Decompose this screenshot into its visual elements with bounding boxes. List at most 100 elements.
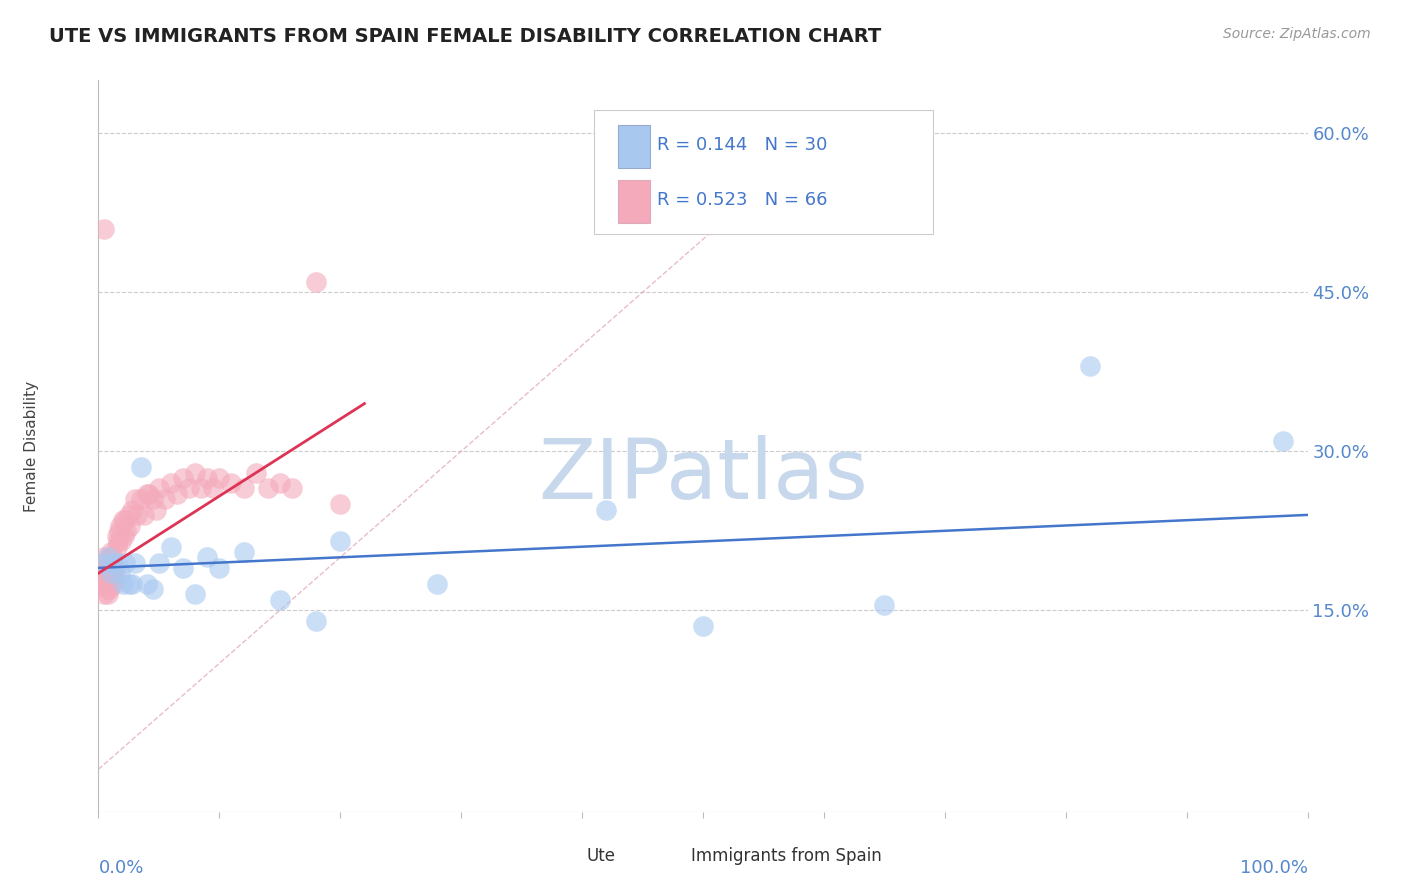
Point [129, 460, 152, 475]
Point [114, 513, 136, 527]
Point [281, 482, 304, 496]
Point [94, 572, 117, 586]
Point [202, 482, 225, 496]
Text: R = 0.523   N = 66: R = 0.523 N = 66 [657, 191, 828, 209]
Point [100, 566, 122, 581]
Point [105, 529, 128, 543]
Point [1272, 434, 1295, 448]
Point [134, 508, 156, 522]
Point [329, 497, 352, 511]
Point [97, 566, 120, 581]
Point [148, 482, 170, 496]
Point [111, 513, 134, 527]
Point [148, 556, 170, 570]
Point [93, 556, 115, 570]
Point [100, 550, 122, 565]
Point [232, 545, 254, 559]
Point [100, 566, 122, 581]
Point [269, 592, 291, 607]
Point [97, 587, 120, 601]
Text: Immigrants from Spain: Immigrants from Spain [690, 847, 882, 864]
Point [172, 471, 194, 485]
Point [101, 556, 124, 570]
Point [172, 561, 194, 575]
Point [245, 466, 267, 480]
Point [873, 598, 896, 612]
Point [108, 566, 131, 581]
Point [129, 491, 152, 506]
Point [100, 556, 122, 570]
Point [104, 561, 127, 575]
Point [98, 582, 121, 596]
Point [93, 576, 115, 591]
Point [184, 587, 207, 601]
Point [208, 561, 231, 575]
Text: 100.0%: 100.0% [1240, 859, 1308, 877]
Point [105, 540, 128, 554]
Point [329, 534, 352, 549]
Point [190, 482, 212, 496]
Point [124, 491, 146, 506]
Point [118, 576, 141, 591]
Point [305, 275, 328, 289]
Point [97, 576, 120, 591]
Point [232, 482, 254, 496]
Point [105, 556, 128, 570]
Point [153, 491, 176, 506]
Point [114, 556, 136, 570]
Point [100, 545, 122, 559]
Point [118, 508, 141, 522]
Point [166, 486, 188, 500]
FancyBboxPatch shape [550, 840, 581, 871]
Point [221, 476, 243, 491]
Point [103, 576, 125, 591]
Point [692, 619, 714, 633]
Text: ZIPatlas: ZIPatlas [538, 434, 868, 516]
Point [93, 221, 115, 235]
Point [142, 491, 165, 506]
Text: Female Disability: Female Disability [24, 380, 39, 512]
Point [111, 576, 134, 591]
Point [108, 524, 131, 538]
Point [94, 561, 117, 575]
Text: 0.0%: 0.0% [98, 859, 143, 877]
Text: Ute: Ute [586, 847, 616, 864]
Point [104, 572, 127, 586]
Point [110, 534, 132, 549]
Point [256, 482, 278, 496]
Point [179, 482, 201, 496]
Point [127, 508, 149, 522]
Point [135, 486, 157, 500]
FancyBboxPatch shape [619, 125, 650, 168]
Point [91, 556, 114, 570]
Point [142, 582, 165, 596]
Point [96, 566, 118, 581]
Point [93, 587, 115, 601]
FancyBboxPatch shape [595, 110, 932, 234]
Point [103, 566, 125, 581]
Point [97, 550, 120, 565]
FancyBboxPatch shape [619, 180, 650, 223]
Point [426, 576, 449, 591]
Point [145, 502, 167, 516]
Point [121, 576, 143, 591]
Point [1078, 359, 1101, 374]
Point [100, 576, 122, 591]
Point [121, 502, 143, 516]
Point [100, 561, 122, 575]
Point [269, 476, 291, 491]
Point [101, 556, 124, 570]
Point [160, 476, 183, 491]
Point [595, 502, 617, 516]
Point [124, 556, 146, 570]
Point [107, 534, 129, 549]
Point [184, 466, 207, 480]
Point [91, 561, 114, 575]
Point [112, 529, 135, 543]
Point [138, 486, 160, 500]
Point [96, 582, 118, 596]
FancyBboxPatch shape [652, 840, 683, 871]
Point [118, 518, 141, 533]
Text: R = 0.144   N = 30: R = 0.144 N = 30 [657, 136, 827, 153]
Point [160, 540, 183, 554]
